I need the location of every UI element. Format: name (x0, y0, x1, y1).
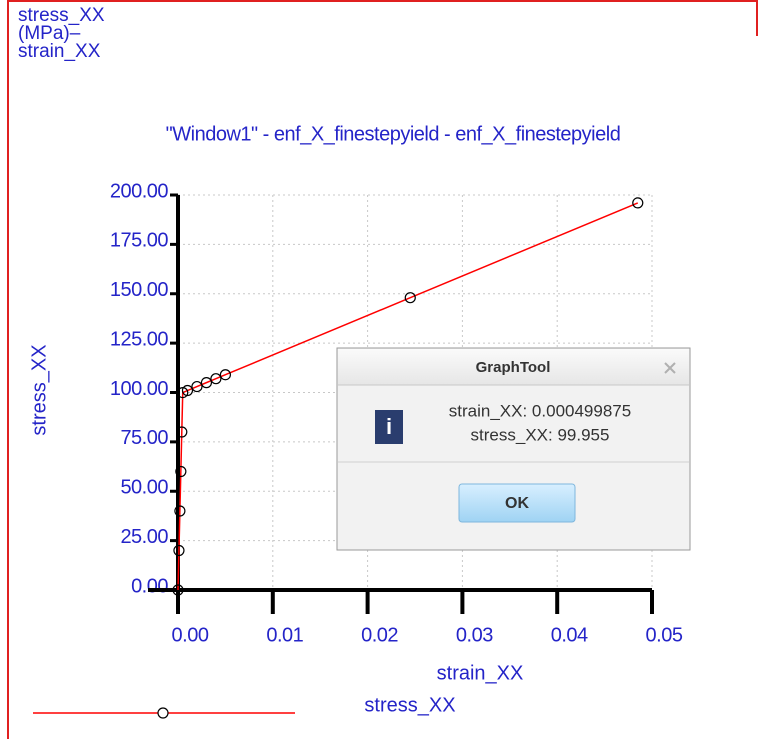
data-point (632, 197, 644, 209)
y-axis-label: stress_XX (28, 344, 50, 435)
dialog-message: stress_XX: 99.955 (471, 425, 610, 444)
close-button[interactable] (664, 362, 676, 374)
x-tick-label: 0.05 (646, 624, 683, 646)
x-tick-label: 0.02 (361, 624, 398, 646)
header-line: stress_XX (18, 5, 105, 26)
legend-label: stress_XX (364, 694, 455, 716)
chart-title: "Window1" - enf_X_finestepyield - enf_X_… (166, 123, 621, 145)
data-point (210, 373, 222, 385)
data-point (191, 380, 203, 393)
dialog: GraphTool i strain_XX: 0.000499875 stres… (336, 347, 691, 551)
info-icon-glyph: i (386, 414, 392, 439)
x-axis-label: strain_XX (437, 662, 524, 684)
ok-button-label: OK (505, 495, 529, 512)
data-point (175, 465, 187, 478)
dialog-titlebar (338, 349, 689, 385)
x-tick-label: 0.03 (456, 624, 493, 646)
y-tick-label: 0.00 (131, 575, 168, 597)
x-tick-label: 0.01 (266, 624, 303, 646)
data-point (173, 544, 185, 557)
dialog-title: GraphTool (476, 359, 551, 376)
data-point (176, 426, 188, 438)
data-point (219, 369, 231, 381)
y-tick-label: 150.00 (110, 279, 169, 301)
y-tick-label: 25.00 (120, 526, 168, 548)
y-tick-label: 125.00 (110, 328, 169, 350)
y-tick-label: 100.00 (110, 378, 169, 400)
data-point (404, 292, 416, 304)
data-point (174, 505, 186, 517)
header-line: strain_XX (18, 41, 101, 62)
data-point (200, 377, 213, 389)
ok-button[interactable] (458, 483, 576, 523)
header-line: (MPa)– (18, 23, 81, 44)
y-tick-label: 50.00 (120, 477, 168, 499)
dialog-message: strain_XX: 0.000499875 (449, 401, 631, 420)
data-point (181, 384, 194, 397)
y-tick-label: 200.00 (110, 180, 169, 202)
data-point (172, 584, 184, 596)
x-tick-label: 0.00 (172, 624, 209, 646)
y-tick-label: 175.00 (110, 230, 169, 252)
y-tick-label: 75.00 (120, 427, 168, 449)
info-icon (375, 410, 403, 444)
x-tick-label: 0.04 (551, 624, 588, 646)
legend-marker (157, 707, 169, 719)
